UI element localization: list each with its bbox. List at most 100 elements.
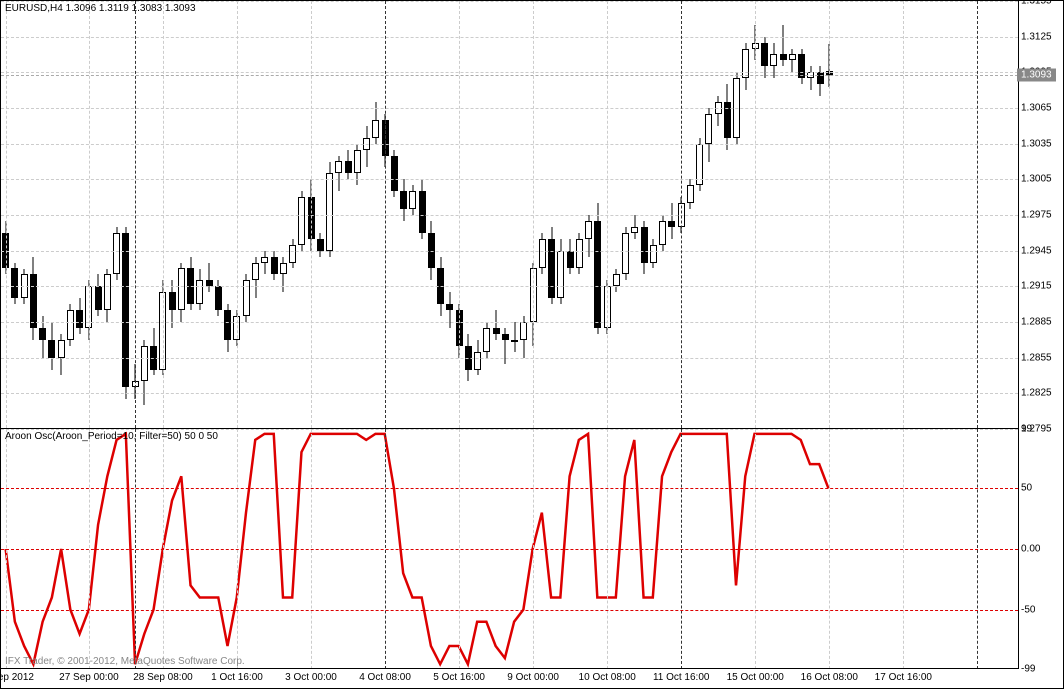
candle (317, 233, 324, 257)
candle (113, 227, 120, 281)
grid-line-v (163, 1, 164, 428)
grid-line-v-bold (977, 1, 978, 428)
candle (780, 25, 787, 67)
time-x-axis: 25 Sep 201227 Sep 00:0028 Sep 08:001 Oct… (1, 668, 1019, 688)
price-chart-area[interactable]: EURUSD,H4 1.3096 1.3119 1.3083 1.3093 (1, 1, 1019, 429)
grid-line-h (1, 144, 1018, 145)
grid-line-v (755, 1, 756, 428)
indicator-tick-label: 50 (1021, 483, 1032, 494)
candle (705, 108, 712, 162)
candle (613, 269, 620, 293)
candle (548, 227, 555, 304)
chart-container: EURUSD,H4 1.3096 1.3119 1.3083 1.3093 1.… (0, 0, 1064, 689)
price-tick-label: 1.3155 (1021, 0, 1052, 7)
candle (622, 227, 629, 281)
candle (798, 49, 805, 85)
price-tick-label: 1.3035 (1021, 138, 1052, 149)
candle (817, 66, 824, 96)
candle (104, 269, 111, 323)
time-tick-label: 25 Sep 2012 (0, 672, 34, 683)
copyright-label: IFX Trader, © 2001-2012, MetaQuotes Soft… (5, 656, 245, 667)
candle (206, 263, 213, 293)
candle (261, 251, 268, 275)
indicator-ref-line (1, 610, 1018, 611)
grid-line-h (1, 215, 1018, 216)
indicator-tick-label: -99 (1021, 664, 1035, 675)
grid-line-h (1, 179, 1018, 180)
candle (326, 162, 333, 257)
candle (122, 227, 129, 399)
grid-line-h (1, 322, 1018, 323)
grid-line-v (311, 1, 312, 428)
grid-line-v (6, 1, 7, 428)
time-tick-label: 15 Oct 00:00 (727, 672, 784, 683)
candle (345, 150, 352, 180)
candle (650, 239, 657, 269)
candle (48, 322, 55, 370)
candle (715, 96, 722, 126)
time-tick-label: 9 Oct 00:00 (507, 672, 559, 683)
candle (289, 239, 296, 269)
candle (335, 156, 342, 192)
candle (483, 322, 490, 358)
current-price-badge: 1.3093 (1017, 68, 1056, 81)
price-tick-label: 1.2855 (1021, 352, 1052, 363)
candle (187, 257, 194, 311)
price-tick-label: 1.3005 (1021, 174, 1052, 185)
candle (641, 221, 648, 275)
indicator-ref-line (1, 488, 1018, 489)
grid-line-h (1, 108, 1018, 109)
candle (196, 269, 203, 311)
time-tick-label: 27 Sep 00:00 (59, 672, 119, 683)
candle (58, 334, 65, 376)
candle (76, 298, 83, 334)
candle (594, 203, 601, 334)
candle (659, 215, 666, 251)
grid-line-v-bold (135, 1, 136, 428)
grid-line-v-bold (681, 1, 682, 428)
grid-line-h (1, 393, 1018, 394)
grid-line-v (829, 1, 830, 428)
candle (567, 239, 574, 275)
candle (409, 185, 416, 215)
indicator-tick-label: 99 (1021, 424, 1032, 435)
grid-line-h (1, 358, 1018, 359)
candle (298, 191, 305, 250)
indicator-tick-label: 0.00 (1021, 544, 1040, 555)
candle (169, 280, 176, 328)
grid-line-v (533, 1, 534, 428)
candle (742, 43, 749, 91)
price-tick-label: 1.3065 (1021, 103, 1052, 114)
candle (141, 340, 148, 405)
candle (687, 179, 694, 209)
candle (511, 322, 518, 352)
time-tick-label: 11 Oct 16:00 (653, 672, 710, 683)
candle (696, 138, 703, 192)
grid-line-v (607, 1, 608, 428)
candle (178, 263, 185, 322)
grid-line-v (459, 1, 460, 428)
candle (67, 304, 74, 346)
price-tick-label: 1.2885 (1021, 317, 1052, 328)
time-tick-label: 5 Oct 16:00 (433, 672, 485, 683)
candle (576, 233, 583, 275)
ohlc-label: EURUSD,H4 1.3096 1.3119 1.3083 1.3093 (5, 3, 196, 14)
indicator-label: Aroon Osc(Aroon_Period=10, Filter=50) 50… (5, 431, 218, 442)
candle (493, 310, 500, 340)
time-tick-label: 4 Oct 08:00 (359, 672, 411, 683)
candle (539, 233, 546, 275)
grid-line-h (1, 251, 1018, 252)
time-tick-label: 10 Oct 08:00 (579, 672, 636, 683)
time-tick-label: 16 Oct 08:00 (801, 672, 858, 683)
price-tick-label: 1.2975 (1021, 210, 1052, 221)
candle (419, 179, 426, 238)
price-tick-label: 1.2825 (1021, 388, 1052, 399)
indicator-y-axis: -99-500.005099 (1017, 429, 1063, 669)
grid-line-v-bold (385, 1, 386, 428)
grid-line-v (903, 1, 904, 428)
indicator-chart-area[interactable]: Aroon Osc(Aroon_Period=10, Filter=50) 50… (1, 429, 1019, 669)
candle (557, 239, 564, 304)
candle (668, 203, 675, 239)
candle (789, 49, 796, 73)
price-tick-label: 1.3125 (1021, 31, 1052, 42)
